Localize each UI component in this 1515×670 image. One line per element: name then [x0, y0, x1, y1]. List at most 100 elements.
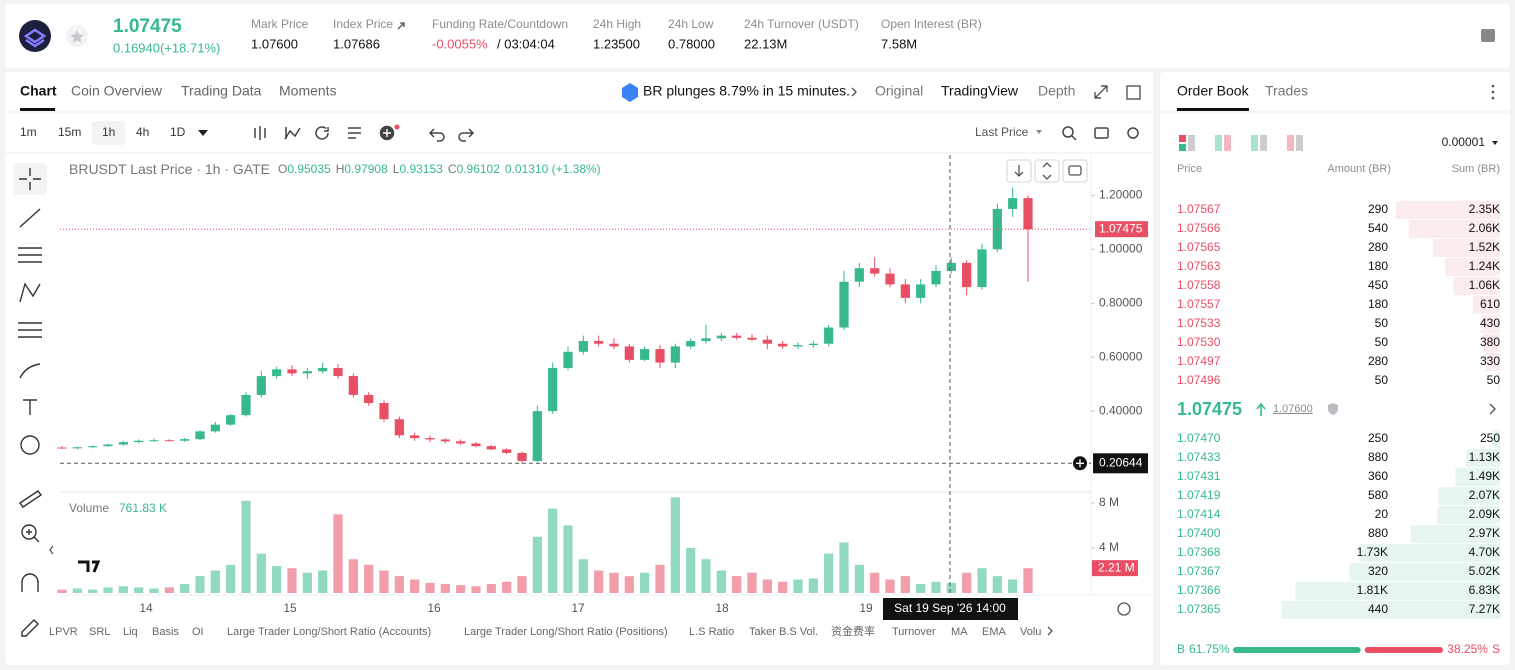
chart-tab[interactable]: Coin Overview	[71, 83, 163, 99]
ob-price[interactable]: 1.07565	[1177, 240, 1221, 254]
settings-icon[interactable]	[1127, 127, 1139, 139]
emoji-tool[interactable]	[20, 435, 40, 455]
ob-price[interactable]: 1.07419	[1177, 488, 1221, 502]
dropdown-caret[interactable]	[198, 130, 208, 136]
view-tab[interactable]: Original	[875, 83, 923, 99]
ob-price[interactable]: 1.07400	[1177, 526, 1221, 540]
ob-price[interactable]: 1.07566	[1177, 221, 1221, 235]
brush-tool[interactable]	[19, 363, 41, 379]
camera-icon[interactable]	[1094, 127, 1109, 139]
dropdown-caret[interactable]	[1492, 141, 1498, 145]
expand-icon[interactable]	[1094, 85, 1108, 99]
indicator-tab[interactable]: L.S Ratio	[689, 626, 734, 638]
window-icon[interactable]	[1126, 85, 1141, 100]
fib-tool[interactable]	[18, 322, 42, 338]
chart-tab[interactable]: Chart	[20, 83, 57, 99]
template-icon[interactable]	[348, 127, 361, 139]
interval[interactable]: 1h	[102, 125, 115, 139]
indicator-tab[interactable]: Liq	[123, 626, 138, 638]
magnet-tool[interactable]	[21, 573, 39, 592]
chart-tab[interactable]: Trading Data	[181, 83, 262, 99]
redo-icon[interactable]	[458, 128, 475, 142]
indicator-tab[interactable]: Basis	[152, 626, 179, 638]
ob-price[interactable]: 1.07557	[1177, 297, 1221, 311]
ob-price[interactable]: 1.07431	[1177, 469, 1221, 483]
indicator-tab[interactable]: OI	[192, 626, 204, 638]
ob-price[interactable]: 1.07496	[1177, 373, 1221, 387]
stat-label[interactable]: Mark Price	[251, 17, 309, 31]
ob-price[interactable]: 1.07563	[1177, 259, 1221, 273]
toggle[interactable]	[1215, 135, 1222, 151]
ob-price[interactable]: 1.07414	[1177, 507, 1221, 521]
precision[interactable]: 0.00001	[1442, 135, 1486, 149]
toggle[interactable]	[1287, 135, 1294, 151]
indicator-tab[interactable]: LPVR	[49, 626, 78, 638]
indicator-tab[interactable]: Large Trader Long/Short Ratio (Positions…	[464, 626, 668, 638]
indicator-tab[interactable]: Large Trader Long/Short Ratio (Accounts)	[227, 626, 431, 638]
text-tool[interactable]	[23, 399, 37, 415]
indicator-tab[interactable]: 资金费率	[831, 624, 875, 638]
stat-label[interactable]: Funding Rate/Countdown	[432, 17, 568, 31]
ob-price[interactable]: 1.07530	[1177, 335, 1221, 349]
stat-label[interactable]: 24h Low	[668, 17, 714, 31]
price-type[interactable]: Last Price	[975, 125, 1029, 139]
indicator-icon[interactable]	[284, 127, 301, 140]
stat-label[interactable]: Open Interest (BR)	[881, 17, 982, 31]
collapse-tools[interactable]	[49, 545, 54, 555]
zoom-tool[interactable]	[21, 524, 37, 540]
replay-icon[interactable]	[315, 126, 329, 140]
ob-amount: 540	[1368, 221, 1388, 235]
toggle[interactable]	[1179, 135, 1186, 142]
chevron[interactable]	[851, 87, 857, 97]
stat-label[interactable]: 24h High	[593, 17, 641, 31]
column-header: Sum (BR)	[1452, 163, 1500, 175]
ob-price[interactable]: 1.07433	[1177, 450, 1221, 464]
ob-price[interactable]: 1.07558	[1177, 278, 1221, 292]
search-icon[interactable]	[1062, 126, 1074, 138]
dropdown-caret[interactable]	[1036, 130, 1042, 134]
indicator-tab[interactable]: EMA	[982, 626, 1007, 638]
news-ticker[interactable]: BR plunges 8.79% in 15 minutes.	[643, 83, 850, 99]
ob-price[interactable]: 1.07567	[1177, 202, 1221, 216]
ob-price[interactable]: 1.07368	[1177, 545, 1221, 559]
interval[interactable]: 15m	[58, 125, 81, 139]
ob-price[interactable]: 1.07533	[1177, 316, 1221, 330]
indicator-tab[interactable]: Turnover	[892, 626, 936, 638]
ruler-tool[interactable]	[18, 490, 43, 508]
candle-type-icon[interactable]	[254, 126, 266, 140]
ob-tab[interactable]: Trades	[1265, 83, 1308, 99]
lock-tool[interactable]	[21, 619, 39, 637]
toggle[interactable]	[1251, 135, 1258, 151]
crosshair-tool[interactable]	[19, 168, 41, 190]
channel-tool[interactable]	[18, 247, 42, 263]
settings-icon[interactable]	[1481, 29, 1495, 42]
pane-button[interactable]	[1006, 159, 1032, 183]
more-indicators[interactable]	[1047, 626, 1053, 636]
pane-button[interactable]	[1034, 159, 1060, 183]
candle-body	[379, 403, 389, 420]
interval[interactable]: 1m	[20, 125, 37, 139]
indicator-tab[interactable]: Volu	[1020, 626, 1041, 638]
stat-label[interactable]: Index Price	[333, 17, 393, 31]
ob-price[interactable]: 1.07365	[1177, 602, 1221, 616]
ob-tab[interactable]: Order Book	[1177, 83, 1250, 99]
indicator-tab[interactable]: SRL	[89, 626, 110, 638]
trend-line-tool[interactable]	[19, 208, 41, 228]
ob-price[interactable]: 1.07497	[1177, 354, 1221, 368]
chevron[interactable]	[1489, 403, 1496, 415]
ob-price[interactable]: 1.07470	[1177, 431, 1221, 445]
chart-tab[interactable]: Moments	[279, 83, 337, 99]
ob-price[interactable]: 1.07366	[1177, 583, 1221, 597]
interval[interactable]: 1D	[170, 125, 186, 139]
pattern-tool[interactable]	[19, 282, 41, 303]
stat-label[interactable]: 24h Turnover (USDT)	[744, 17, 859, 31]
view-tab[interactable]: TradingView	[941, 83, 1019, 99]
pane-button[interactable]	[1062, 159, 1088, 183]
indicator-tab[interactable]: Taker B.S Vol.	[749, 626, 818, 638]
view-tab[interactable]: Depth	[1038, 83, 1075, 99]
indicator-tab[interactable]: MA	[951, 626, 968, 638]
ob-price[interactable]: 1.07367	[1177, 564, 1221, 578]
interval[interactable]: 4h	[136, 125, 149, 139]
chart-settings[interactable]	[1117, 602, 1131, 616]
undo-icon[interactable]	[428, 128, 445, 142]
